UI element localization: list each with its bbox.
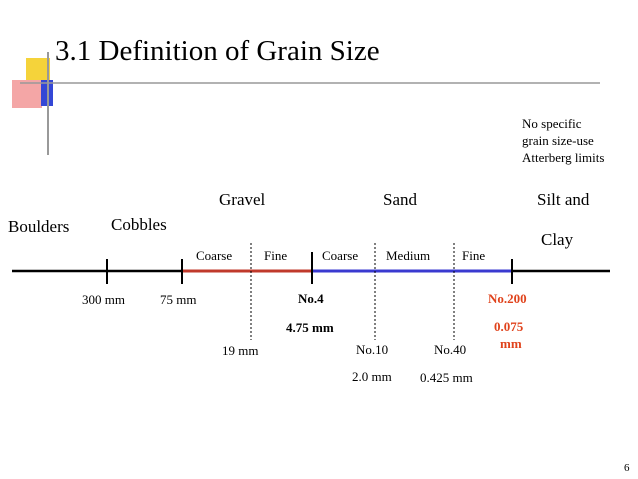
- label-sand: Sand: [383, 190, 417, 209]
- note-line-2: grain size-use: [522, 133, 594, 148]
- label-gravel-fine: Fine: [264, 248, 288, 263]
- label-75mm: 75 mm: [160, 292, 197, 307]
- note-line-1: No specific: [522, 116, 582, 131]
- label-cobbles: Cobbles: [111, 215, 167, 234]
- page-number: 6: [624, 462, 630, 474]
- slide-title: 3.1 Definition of Grain Size: [55, 35, 380, 67]
- label-no10: No.10: [356, 342, 389, 357]
- label-no40: No.40: [434, 342, 467, 357]
- label-boulders: Boulders: [8, 217, 70, 236]
- label-clay: Clay: [541, 230, 574, 249]
- note-line-3: Atterberg limits: [522, 150, 605, 165]
- label-gravel: Gravel: [219, 190, 266, 209]
- deco-pink-square: [12, 80, 42, 108]
- label-19mm: 19 mm: [222, 343, 259, 358]
- label-0-425mm: 0.425 mm: [420, 370, 473, 385]
- label-sand-medium: Medium: [386, 248, 431, 263]
- label-4-75mm: 4.75 mm: [286, 320, 334, 335]
- label-no4: No.4: [298, 291, 324, 306]
- label-no200: No.200: [488, 291, 527, 306]
- label-0-075: 0.075: [494, 319, 524, 334]
- label-gravel-coarse: Coarse: [196, 248, 233, 263]
- label-2-0mm: 2.0 mm: [352, 369, 392, 384]
- label-0-075-mm: mm: [500, 336, 522, 351]
- label-sand-coarse: Coarse: [322, 248, 359, 263]
- label-silt-and: Silt and: [537, 190, 590, 209]
- silt-clay-note: No specific grain size-use Atterberg lim…: [522, 115, 638, 166]
- label-300mm: 300 mm: [82, 292, 125, 307]
- label-sand-fine: Fine: [462, 248, 486, 263]
